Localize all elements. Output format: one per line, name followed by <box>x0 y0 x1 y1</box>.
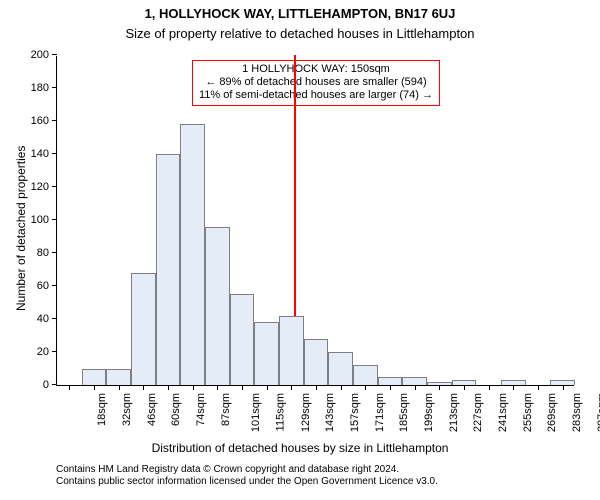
y-tick-label: 40 <box>37 313 49 325</box>
y-tick-mark <box>52 318 57 319</box>
x-tick-label: 18sqm <box>96 393 108 426</box>
x-tick-mark <box>291 385 292 390</box>
x-tick-mark <box>69 385 70 390</box>
chart-subtitle: Size of property relative to detached ho… <box>0 26 600 41</box>
x-tick-mark <box>193 385 194 390</box>
histogram-bar <box>328 352 353 385</box>
x-tick-label: 74sqm <box>195 393 207 426</box>
histogram-bar <box>353 365 378 385</box>
y-tick-mark <box>52 219 57 220</box>
x-tick-label: 129sqm <box>300 393 312 432</box>
annotation-line: 11% of semi-detached houses are larger (… <box>199 89 433 102</box>
x-tick-label: 46sqm <box>146 393 158 426</box>
x-tick-mark <box>341 385 342 390</box>
chart-title: 1, HOLLYHOCK WAY, LITTLEHAMPTON, BN17 6U… <box>0 6 600 21</box>
y-axis-label: Number of detached properties <box>14 146 28 311</box>
x-tick-mark <box>439 385 440 390</box>
x-tick-mark <box>242 385 243 390</box>
x-tick-mark <box>217 385 218 390</box>
y-tick-label: 120 <box>31 181 49 193</box>
histogram-bar <box>205 227 230 385</box>
annotation-box: 1 HOLLYHOCK WAY: 150sqm← 89% of detached… <box>192 60 440 106</box>
histogram-bar <box>156 154 181 385</box>
attribution-line: Contains public sector information licen… <box>56 476 438 488</box>
x-tick-label: 213sqm <box>448 393 460 432</box>
histogram-bar <box>230 294 255 385</box>
x-tick-label: 255sqm <box>522 393 534 432</box>
y-tick-mark <box>52 153 57 154</box>
x-tick-mark <box>143 385 144 390</box>
y-tick-label: 160 <box>31 115 49 127</box>
x-tick-mark <box>168 385 169 390</box>
x-tick-label: 185sqm <box>398 393 410 432</box>
attribution-text: Contains HM Land Registry data © Crown c… <box>56 464 438 488</box>
x-axis-label: Distribution of detached houses by size … <box>0 441 600 455</box>
x-tick-mark <box>119 385 120 390</box>
x-tick-mark <box>415 385 416 390</box>
x-tick-mark <box>267 385 268 390</box>
histogram-bar <box>254 322 279 385</box>
x-tick-label: 101sqm <box>250 393 262 432</box>
x-tick-mark <box>390 385 391 390</box>
y-tick-label: 0 <box>43 379 49 391</box>
x-tick-label: 269sqm <box>546 393 558 432</box>
x-tick-label: 60sqm <box>170 393 182 426</box>
x-tick-label: 87sqm <box>220 393 232 426</box>
x-tick-label: 297sqm <box>596 393 600 432</box>
x-tick-mark <box>464 385 465 390</box>
histogram-bar <box>402 377 427 385</box>
y-tick-label: 100 <box>31 214 49 226</box>
x-tick-label: 32sqm <box>121 393 133 426</box>
x-tick-label: 241sqm <box>497 393 509 432</box>
attribution-line: Contains HM Land Registry data © Crown c… <box>56 464 438 476</box>
x-tick-label: 227sqm <box>472 393 484 432</box>
histogram-bar <box>378 377 403 385</box>
annotation-line: ← 89% of detached houses are smaller (59… <box>199 76 433 89</box>
x-tick-mark <box>316 385 317 390</box>
x-tick-label: 283sqm <box>571 393 583 432</box>
y-tick-label: 20 <box>37 346 49 358</box>
x-tick-mark <box>94 385 95 390</box>
y-tick-label: 140 <box>31 148 49 160</box>
histogram-bar <box>279 316 304 385</box>
y-tick-label: 80 <box>37 247 49 259</box>
y-tick-mark <box>52 186 57 187</box>
x-tick-label: 199sqm <box>423 393 435 432</box>
x-tick-label: 143sqm <box>324 393 336 432</box>
x-tick-label: 157sqm <box>349 393 361 432</box>
y-tick-mark <box>52 54 57 55</box>
y-tick-mark <box>52 351 57 352</box>
x-tick-label: 171sqm <box>374 393 386 432</box>
histogram-bar <box>82 369 107 386</box>
y-tick-label: 200 <box>31 49 49 61</box>
y-tick-mark <box>52 87 57 88</box>
histogram-bar <box>180 124 205 385</box>
histogram-bar <box>106 369 131 386</box>
x-tick-label: 115sqm <box>274 393 286 431</box>
x-tick-mark <box>563 385 564 390</box>
histogram-bar <box>131 273 156 385</box>
y-tick-mark <box>52 384 57 385</box>
histogram-bar <box>304 339 329 385</box>
plot-area: 1 HOLLYHOCK WAY: 150sqm← 89% of detached… <box>56 56 574 386</box>
y-tick-label: 180 <box>31 82 49 94</box>
y-tick-label: 60 <box>37 280 49 292</box>
x-tick-mark <box>538 385 539 390</box>
histogram-figure: 1, HOLLYHOCK WAY, LITTLEHAMPTON, BN17 6U… <box>0 0 600 500</box>
y-tick-mark <box>52 252 57 253</box>
y-tick-mark <box>52 120 57 121</box>
x-tick-mark <box>489 385 490 390</box>
x-tick-mark <box>365 385 366 390</box>
x-tick-mark <box>513 385 514 390</box>
annotation-line: 1 HOLLYHOCK WAY: 150sqm <box>199 63 433 76</box>
y-tick-mark <box>52 285 57 286</box>
